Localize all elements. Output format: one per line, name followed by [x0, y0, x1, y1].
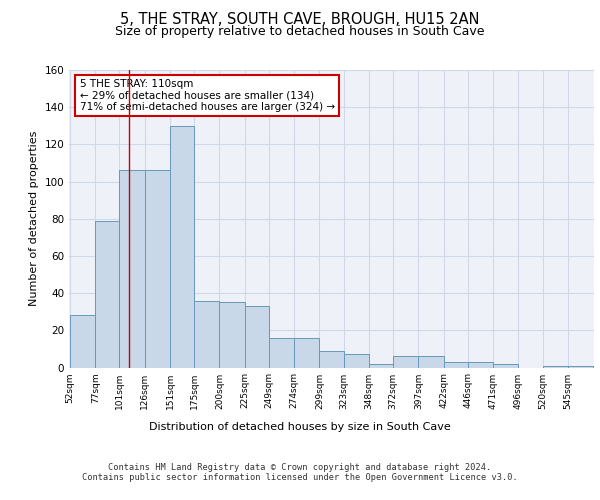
Bar: [170, 126, 194, 368]
Bar: [468, 362, 493, 368]
Bar: [194, 300, 220, 368]
Bar: [344, 354, 369, 368]
Text: Contains HM Land Registry data © Crown copyright and database right 2024.
Contai: Contains HM Land Registry data © Crown c…: [82, 462, 518, 482]
Bar: [95, 220, 119, 368]
Text: 5 THE STRAY: 110sqm
← 29% of detached houses are smaller (134)
71% of semi-detac: 5 THE STRAY: 110sqm ← 29% of detached ho…: [79, 79, 335, 112]
Bar: [119, 170, 145, 368]
Bar: [418, 356, 443, 368]
Bar: [393, 356, 418, 368]
Bar: [319, 351, 344, 368]
Bar: [145, 170, 170, 368]
Text: Distribution of detached houses by size in South Cave: Distribution of detached houses by size …: [149, 422, 451, 432]
Text: 5, THE STRAY, SOUTH CAVE, BROUGH, HU15 2AN: 5, THE STRAY, SOUTH CAVE, BROUGH, HU15 2…: [120, 12, 480, 28]
Bar: [294, 338, 319, 368]
Bar: [542, 366, 568, 368]
Y-axis label: Number of detached properties: Number of detached properties: [29, 131, 39, 306]
Bar: [220, 302, 245, 368]
Bar: [70, 316, 95, 368]
Bar: [269, 338, 294, 368]
Bar: [568, 366, 593, 368]
Bar: [369, 364, 393, 368]
Bar: [443, 362, 468, 368]
Bar: [245, 306, 269, 368]
Text: Size of property relative to detached houses in South Cave: Size of property relative to detached ho…: [115, 25, 485, 38]
Bar: [493, 364, 518, 368]
